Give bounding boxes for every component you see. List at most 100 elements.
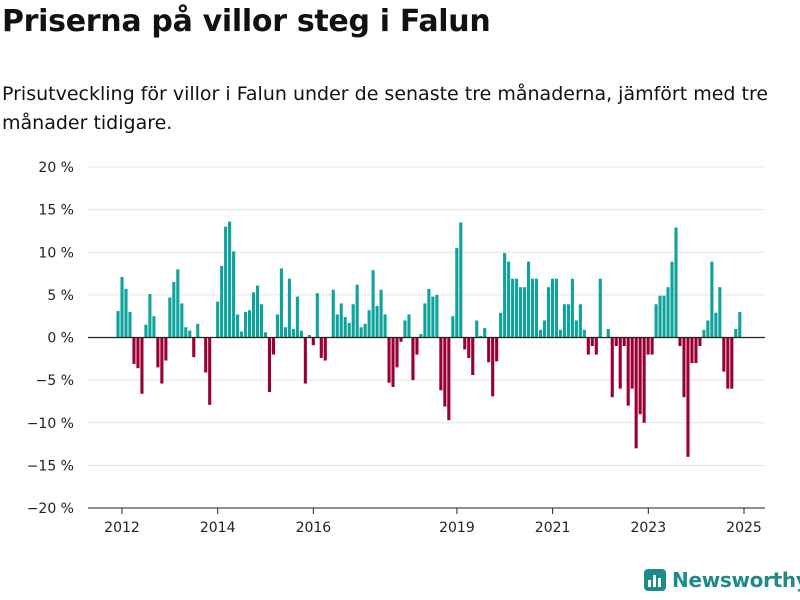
bar	[638, 337, 642, 415]
bar	[439, 337, 443, 391]
bar	[427, 288, 431, 338]
bar	[722, 337, 726, 372]
bar	[451, 316, 455, 338]
bar	[160, 337, 164, 384]
bar	[415, 337, 419, 355]
bar	[319, 337, 323, 358]
bar	[495, 337, 499, 362]
bar	[291, 328, 295, 338]
bar	[550, 278, 555, 338]
bar	[204, 337, 208, 373]
bar	[658, 295, 662, 338]
bar	[196, 323, 200, 338]
bar	[387, 337, 391, 383]
bar	[164, 337, 168, 361]
bar	[192, 337, 196, 358]
bar	[208, 337, 212, 405]
bar	[295, 296, 299, 338]
bar	[650, 337, 654, 355]
bar	[343, 317, 347, 338]
newsworthy-brand[interactable]: Newsworthy	[644, 568, 800, 592]
bar	[706, 320, 710, 338]
bar	[399, 337, 403, 342]
bar	[594, 337, 598, 355]
bar	[251, 292, 256, 338]
bar	[323, 337, 327, 361]
bar	[646, 337, 650, 355]
bar	[702, 329, 706, 338]
bar	[714, 312, 718, 338]
bar	[666, 287, 670, 338]
bar	[244, 311, 248, 338]
bar	[287, 278, 291, 338]
bar	[407, 314, 411, 338]
bar	[519, 287, 523, 338]
bar-chart: 20 % 15 % 10 % 5 % 0 % −5 % −10 % −15 % −20 % 201…	[27, 150, 765, 536]
bar	[534, 278, 539, 338]
bar	[574, 320, 578, 338]
bar	[411, 337, 415, 381]
bar	[168, 297, 172, 338]
bar	[670, 261, 674, 338]
bar	[463, 337, 467, 350]
bar	[232, 251, 236, 338]
bar	[180, 303, 184, 338]
x-tick-label: 2021	[535, 520, 571, 536]
bar	[363, 323, 367, 338]
bar	[578, 304, 582, 338]
bar	[499, 312, 503, 338]
bar	[263, 332, 268, 338]
bar	[371, 270, 375, 338]
bar	[606, 328, 610, 338]
bar	[228, 221, 232, 338]
bar	[299, 330, 303, 338]
y-tick-label: 0 %	[47, 331, 74, 347]
bar	[734, 328, 738, 338]
bars	[116, 221, 742, 457]
y-tick-label: −15 %	[27, 458, 74, 474]
bar	[686, 337, 690, 457]
bar	[271, 337, 276, 355]
bar	[247, 310, 252, 338]
bar	[255, 285, 260, 338]
bar	[335, 314, 339, 338]
bar	[690, 337, 694, 364]
bar	[419, 334, 423, 338]
bar	[124, 288, 128, 338]
bar	[148, 294, 152, 338]
bar	[630, 337, 634, 389]
bar	[431, 296, 435, 338]
bar	[526, 261, 531, 338]
bar	[279, 268, 283, 338]
bar	[120, 276, 124, 338]
axes	[88, 336, 765, 514]
bar	[395, 337, 399, 368]
bar	[403, 320, 407, 338]
bar	[355, 284, 359, 338]
bar	[267, 337, 272, 393]
x-tick-label: 2016	[296, 520, 332, 536]
bar	[315, 293, 319, 338]
bar	[598, 278, 602, 338]
bar	[351, 304, 355, 338]
bar	[662, 295, 666, 338]
y-tick-label: 20 %	[38, 160, 74, 176]
y-tick-label: 15 %	[38, 203, 74, 219]
bar	[590, 337, 594, 347]
bar	[515, 278, 519, 338]
x-tick-label: 2023	[630, 520, 666, 536]
bar	[491, 337, 495, 397]
tick-labels: 20 % 15 % 10 % 5 % 0 % −5 % −10 % −15 % −20 % 201…	[27, 150, 762, 536]
bar	[570, 278, 574, 338]
bar	[483, 328, 487, 338]
bar	[626, 337, 630, 406]
chart-title: Priserna på villor steg i Falun	[2, 4, 491, 39]
bar	[471, 337, 475, 376]
bar	[188, 330, 192, 338]
bar	[698, 337, 702, 347]
bar	[738, 311, 742, 338]
bar	[467, 337, 471, 358]
x-tick-label: 2012	[104, 520, 140, 536]
bar	[455, 247, 459, 338]
y-tick-label: 10 %	[38, 245, 74, 261]
